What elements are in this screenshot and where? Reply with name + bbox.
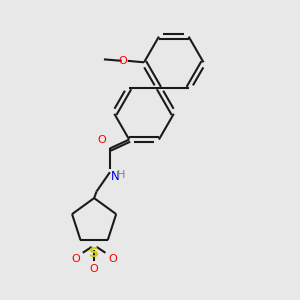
Text: O: O [98,136,106,146]
Text: H: H [117,170,126,180]
Text: O: O [118,56,127,66]
Text: N: N [110,170,119,183]
Text: O: O [71,254,80,264]
Text: O: O [90,264,98,274]
Text: S: S [89,246,99,260]
Text: O: O [108,254,117,264]
